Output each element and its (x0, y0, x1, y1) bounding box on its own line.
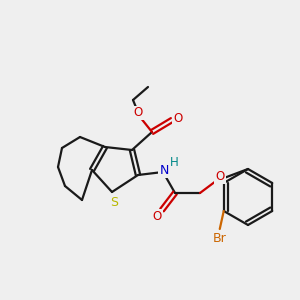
Text: H: H (169, 155, 178, 169)
Text: N: N (159, 164, 169, 176)
Text: O: O (134, 106, 142, 119)
Text: S: S (110, 196, 118, 208)
Text: O: O (152, 209, 162, 223)
Text: Br: Br (213, 232, 226, 245)
Text: O: O (173, 112, 183, 124)
Text: O: O (215, 170, 225, 184)
